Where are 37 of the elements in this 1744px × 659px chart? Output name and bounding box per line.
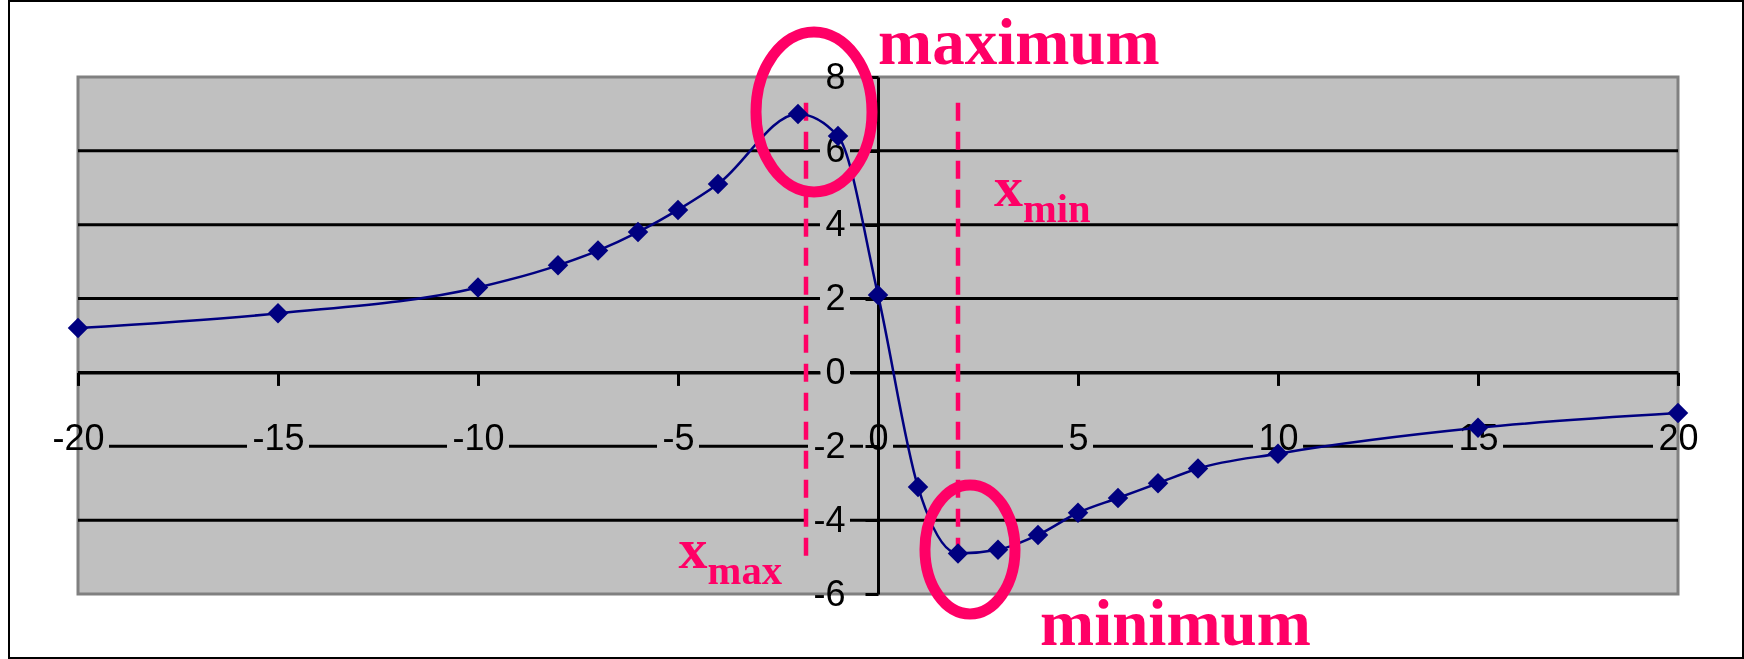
point (787, 103, 809, 125)
point (587, 240, 609, 261)
y-tick-label: 2 (825, 277, 846, 319)
ref-line-label: x$_{max}$ (678, 516, 783, 594)
point (467, 277, 489, 298)
point (1667, 402, 1689, 424)
ref-line-label: x$_{min}$ (994, 154, 1091, 232)
y-tick-label: -2 (813, 424, 846, 466)
x-tick-label: -20 (52, 416, 105, 458)
x-tick-label: 5 (1068, 416, 1089, 458)
point (547, 255, 569, 276)
point (947, 543, 969, 564)
x-tick-label: 10 (1258, 416, 1299, 458)
y-tick-label: 0 (825, 350, 846, 392)
point (1147, 472, 1169, 494)
point (867, 284, 889, 306)
y-tick-label: 4 (825, 203, 846, 245)
y-tick-label: 8 (825, 55, 846, 97)
annotation: minimum (1040, 587, 1311, 659)
y-tick-label: -6 (813, 572, 846, 614)
point (707, 173, 729, 195)
x-tick-label: 20 (1658, 416, 1699, 458)
point (1067, 502, 1089, 523)
point (1027, 524, 1049, 546)
point (667, 199, 689, 221)
point (1187, 458, 1209, 479)
point (987, 539, 1009, 560)
point (1107, 487, 1129, 509)
x-tick-label: -10 (452, 416, 505, 458)
x-tick-label: -5 (662, 416, 695, 458)
point (67, 317, 89, 339)
point (627, 221, 649, 243)
x-tick-label: -15 (252, 416, 305, 458)
point (267, 303, 289, 324)
annotation: maximum (878, 5, 1160, 78)
point (907, 476, 929, 498)
y-tick-label: -4 (813, 498, 846, 540)
